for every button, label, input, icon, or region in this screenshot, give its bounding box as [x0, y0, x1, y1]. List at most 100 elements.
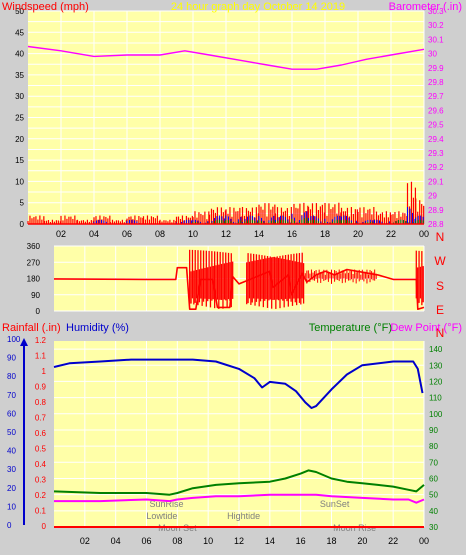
- dewpoint-line: [54, 493, 425, 504]
- windspeed-tick-label: 45: [15, 28, 24, 37]
- barometer-tick-label: 29.3: [428, 149, 444, 158]
- annotation-label: Hightide: [227, 511, 260, 521]
- wind-x-tick-label: 14: [254, 229, 264, 239]
- climate-series: [53, 358, 425, 528]
- climate-x-tick-label: 02: [80, 536, 90, 546]
- temperature-tick-label: 120: [429, 377, 443, 386]
- wind-barometer-chart: 02 04 06 08 10 12 14 16 18 20 22 000510152025303540…: [2, 1, 462, 239]
- annotation-label: SunRise: [150, 499, 184, 509]
- direction-tick-label: 90: [31, 291, 40, 300]
- temperature-tick-label: 90: [429, 426, 438, 435]
- climate-x-tick-label: 08: [172, 536, 182, 546]
- climate-x-tick-label: 16: [296, 536, 306, 546]
- wind-x-tick-label: 02: [56, 229, 66, 239]
- rain-tick-label: 0.9: [35, 383, 47, 392]
- barometer-tick-label: 30.3: [428, 7, 444, 16]
- barometer-tick-label: 29.7: [428, 92, 444, 101]
- humidity-tick-label: 60: [7, 409, 16, 418]
- humidity-tick-label: 80: [7, 372, 16, 381]
- rain-tick-label: 0.5: [35, 445, 47, 454]
- humidity-tick-label: 90: [7, 354, 16, 363]
- climate-x-tick-label: 04: [111, 536, 121, 546]
- windspeed-tick-label: 10: [15, 177, 24, 186]
- rain-tick-label: 0.6: [35, 429, 47, 438]
- barometer-tick-label: 30.1: [428, 35, 444, 44]
- windspeed-tick-label: 0: [20, 220, 25, 229]
- windspeed-axis-label: Windspeed (mph): [2, 1, 89, 13]
- chart-title: 24 hour graph day October 14 2019: [171, 1, 345, 13]
- temperature-tick-label: 50: [429, 491, 438, 500]
- barometer-tick-label: 29: [428, 192, 437, 201]
- direction-tick-label: 180: [27, 275, 41, 284]
- annotation-label: SunSet: [320, 499, 350, 509]
- barometer-tick-label: 29.1: [428, 177, 444, 186]
- wind-x-tick-label: 10: [188, 229, 198, 239]
- barometer-tick-label: 29.4: [428, 135, 444, 144]
- temperature-line: [53, 469, 425, 496]
- wind-x-tick-label: 20: [353, 229, 363, 239]
- climate-x-tick-label: 06: [141, 536, 151, 546]
- humidity-axis-label: Humidity (%): [66, 322, 129, 334]
- wind-gridlines: [28, 10, 425, 225]
- rain-tick-label: 1.2: [35, 336, 47, 345]
- barometer-tick-label: 29.8: [428, 78, 444, 87]
- barometer-tick-label: 29.9: [428, 64, 444, 73]
- barometer-tick-label: 29.2: [428, 163, 444, 172]
- wind-x-tick-label: 22: [386, 229, 396, 239]
- annotation-label: Lowtide: [146, 511, 177, 521]
- climate-x-tick-label: 10: [203, 536, 213, 546]
- compass-label: N: [436, 230, 445, 244]
- wind-x-tick-label: 16: [287, 229, 297, 239]
- compass-label: N: [436, 326, 445, 340]
- climate-x-tick-label: 20: [357, 536, 367, 546]
- humidity-axis-arrow: [20, 338, 28, 346]
- humidity-tick-label: 100: [7, 335, 21, 344]
- direction-series: [53, 249, 425, 311]
- wind-x-tick-label: 04: [89, 229, 99, 239]
- temperature-tick-label: 60: [429, 474, 438, 483]
- direction-tick-label: 360: [27, 242, 41, 251]
- humidity-tick-label: 20: [7, 484, 16, 493]
- wind-x-tick-label: 08: [155, 229, 165, 239]
- compass-label: E: [436, 303, 444, 317]
- climate-x-tick-label: 00: [419, 536, 429, 546]
- temperature-tick-label: 40: [429, 507, 438, 516]
- temperature-tick-label: 80: [429, 442, 438, 451]
- direction-tick-label: 0: [36, 307, 41, 316]
- windspeed-tick-label: 15: [15, 156, 24, 165]
- climate-tick-labels: 02 04 06 08 10 12 14 16 18 20 22 003040506070809010…: [7, 335, 443, 546]
- humidity-line: [53, 358, 424, 409]
- wind-x-tick-label: 00: [419, 229, 429, 239]
- climate-x-tick-label: 14: [265, 536, 275, 546]
- rain-tick-label: 0.7: [35, 414, 47, 423]
- rain-tick-label: 0.4: [35, 460, 47, 469]
- rain-tick-label: 1: [42, 367, 47, 376]
- windspeed-tick-label: 25: [15, 114, 24, 123]
- wind-series: [27, 45, 425, 225]
- rain-tick-label: 0.8: [35, 398, 47, 407]
- rain-tick-label: 1.1: [35, 352, 47, 361]
- rain-tick-label: 0.3: [35, 476, 47, 485]
- windspeed-tick-label: 20: [15, 135, 24, 144]
- barometer-tick-label: 30.2: [428, 21, 444, 30]
- humidity-tick-label: 50: [7, 428, 16, 437]
- compass-label: S: [436, 279, 444, 293]
- rainfall-axis-label: Rainfall (.in): [2, 322, 61, 334]
- wind-x-tick-label: 06: [122, 229, 132, 239]
- temperature-tick-label: 30: [429, 523, 438, 532]
- windspeed-tick-label: 40: [15, 50, 24, 59]
- rain-tick-label: 0: [42, 522, 47, 531]
- temperature-axis-label: Temperature (°F): [309, 322, 392, 334]
- humidity-tick-label: 40: [7, 447, 16, 456]
- barometer-tick-label: 28.8: [428, 220, 444, 229]
- rain-tick-label: 0.1: [35, 507, 47, 516]
- barometer-tick-label: 30: [428, 50, 437, 59]
- barometer-axis-label: Barometer (.in): [389, 1, 462, 13]
- temperature-tick-label: 70: [429, 458, 438, 467]
- humidity-tick-label: 70: [7, 391, 16, 400]
- dewpoint-axis-label: Dew Point (°F): [390, 322, 462, 334]
